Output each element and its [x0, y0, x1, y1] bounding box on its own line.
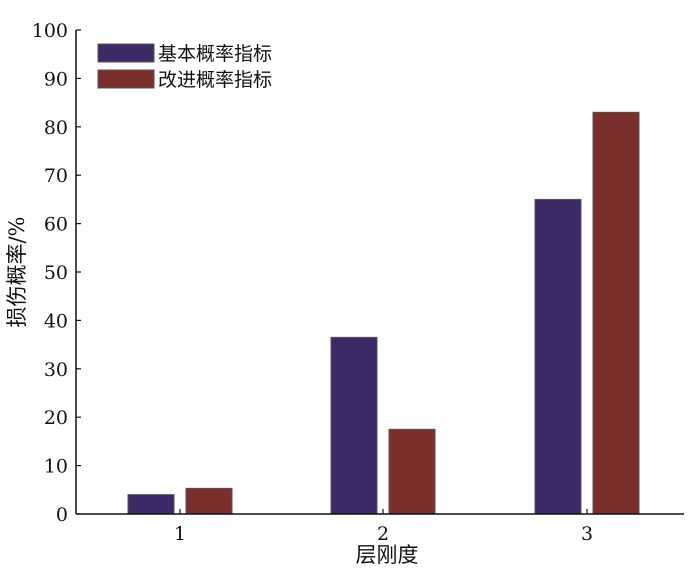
y-axis-title: 损伤概率/% [5, 216, 29, 327]
y-tick-label: 20 [44, 407, 68, 429]
legend-label: 改进概率指标 [158, 69, 272, 91]
legend-swatch [97, 43, 155, 63]
y-tick-label: 0 [56, 504, 68, 526]
y-tick-label: 80 [44, 117, 68, 139]
y-tick-label: 70 [44, 165, 68, 187]
y-tick-label: 40 [44, 310, 68, 332]
bar-1-2 [330, 336, 378, 515]
x-axis-title: 层刚度 [356, 543, 419, 567]
legend-swatch [97, 69, 155, 89]
y-tick-label: 90 [44, 68, 68, 90]
bar-2-2 [388, 428, 436, 515]
x-tick-label: 1 [174, 523, 186, 545]
bars-group [127, 111, 640, 515]
y-tick-label: 30 [44, 359, 68, 381]
bar-1-1 [127, 494, 175, 515]
legend-label: 基本概率指标 [158, 43, 272, 65]
axes-group: 0 10 20 30 40 50 60 70 80 90 100 1 2 3 [32, 20, 684, 545]
y-tick-label: 50 [44, 262, 68, 284]
bar-2-3 [592, 111, 640, 515]
y-tick-label: 10 [44, 456, 68, 478]
y-tick-label: 100 [32, 20, 68, 42]
y-tick-label: 60 [44, 214, 68, 236]
bar-1-3 [534, 198, 582, 515]
x-tick-label: 3 [581, 523, 593, 545]
bar-2-1 [185, 487, 233, 515]
x-tick-label: 2 [377, 523, 389, 545]
